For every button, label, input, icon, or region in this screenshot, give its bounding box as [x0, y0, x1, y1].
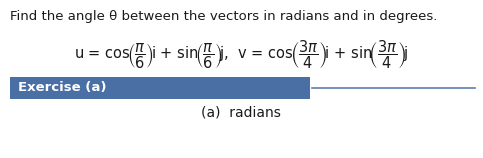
- Text: Exercise (a): Exercise (a): [18, 82, 106, 94]
- Text: (a)  radians: (a) radians: [201, 106, 281, 120]
- Text: Find the angle θ between the vectors in radians and in degrees.: Find the angle θ between the vectors in …: [10, 10, 438, 23]
- Bar: [10, 77, 310, 99]
- Text: $\mathsf{u}$ = cos$\!\left(\dfrac{\pi}{6}\right)\!\mathsf{i}$ + sin$\!\left(\dfr: $\mathsf{u}$ = cos$\!\left(\dfrac{\pi}{6…: [74, 38, 408, 71]
